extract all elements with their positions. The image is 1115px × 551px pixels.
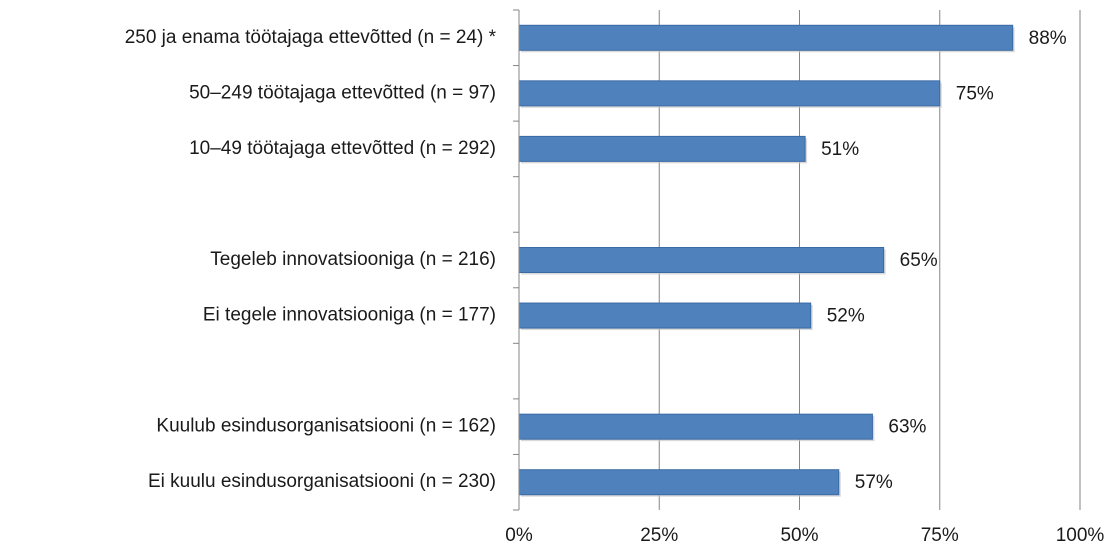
data-label: 63% — [888, 417, 926, 438]
bar — [518, 24, 1014, 51]
data-label: 51% — [821, 139, 859, 160]
x-tick-label: 25% — [640, 525, 678, 546]
category-label: Tegeleb innovatsiooniga (n = 216) — [210, 249, 496, 270]
bar — [518, 413, 873, 440]
data-label: 75% — [956, 83, 994, 104]
data-label: 65% — [900, 250, 938, 271]
x-tick-label: 0% — [505, 525, 533, 546]
category-label: 50–249 töötajaga ettevõtted (n = 97) — [189, 82, 496, 103]
bar — [518, 247, 885, 273]
data-label: 57% — [855, 472, 893, 493]
x-tick-label: 75% — [921, 525, 959, 546]
bar — [518, 302, 812, 329]
category-label: Ei kuulu esindusorganisatsiooni (n = 230… — [148, 471, 496, 492]
category-label: Ei tegele innovatsiooniga (n = 177) — [203, 305, 496, 326]
labels: 250 ja enama töötajaga ettevõtted (n = 2… — [125, 27, 1105, 546]
category-label: Kuulub esindusorganisatsiooni (n = 162) — [156, 416, 496, 437]
x-tick-label: 50% — [780, 525, 818, 546]
bar — [518, 135, 806, 162]
category-label: 250 ja enama töötajaga ettevõtted (n = 2… — [125, 27, 497, 48]
x-tick-label: 100% — [1056, 525, 1105, 546]
data-label: 88% — [1029, 28, 1067, 49]
axes — [513, 9, 520, 511]
bars — [518, 24, 1015, 497]
bar — [518, 80, 941, 107]
data-label: 52% — [827, 306, 865, 327]
bar — [518, 469, 840, 496]
category-label: 10–49 töötajaga ettevõtted (n = 292) — [189, 138, 496, 159]
